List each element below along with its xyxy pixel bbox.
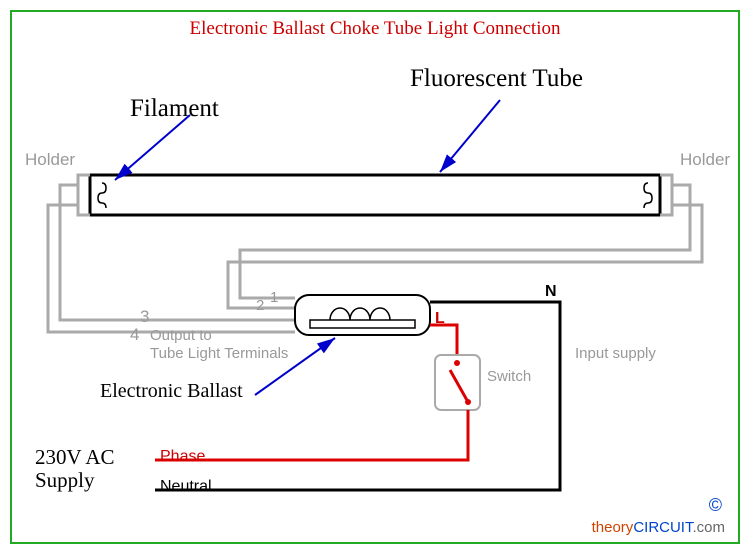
- filament-right: [644, 183, 652, 208]
- label-switch: Switch: [487, 368, 531, 385]
- watermark: theoryCIRCUIT.com: [592, 519, 725, 536]
- label-fluorescent-tube: Fluorescent Tube: [410, 65, 583, 93]
- label-output-1: Output to: [150, 327, 212, 344]
- label-N: N: [545, 283, 557, 301]
- label-holder-right: Holder: [680, 150, 730, 170]
- arrow-filament: [115, 115, 190, 180]
- ballast-body: [295, 295, 430, 335]
- filament-left: [98, 183, 106, 208]
- label-L: L: [435, 310, 445, 328]
- label-supply-voltage: 230V AC: [35, 445, 115, 470]
- diagram-container: Electronic Ballast Choke Tube Light Conn…: [0, 0, 750, 554]
- wiring-svg: [0, 0, 750, 554]
- terminal-3: 3: [140, 307, 149, 327]
- label-electronic-ballast: Electronic Ballast: [100, 380, 243, 403]
- wire-right-bottom: [228, 205, 702, 308]
- terminal-1: 1: [270, 289, 278, 306]
- fluorescent-tube: [90, 175, 660, 215]
- terminal-4: 4: [130, 325, 139, 345]
- holder-left-icon: [78, 175, 90, 215]
- label-supply: Supply: [35, 468, 95, 493]
- wire-L-to-switch: [430, 325, 457, 355]
- label-filament: Filament: [130, 95, 219, 123]
- label-output-2: Tube Light Terminals: [150, 345, 288, 362]
- wire-right-top: [240, 185, 690, 298]
- label-neutral: Neutral: [160, 478, 212, 496]
- label-input-supply: Input supply: [575, 345, 656, 362]
- label-phase: Phase: [160, 448, 205, 466]
- arrow-tube: [440, 100, 500, 172]
- diagram-title: Electronic Ballast Choke Tube Light Conn…: [0, 18, 750, 40]
- label-holder-left: Holder: [25, 150, 75, 170]
- copyright-icon: ©: [709, 495, 722, 516]
- holder-right-icon: [660, 175, 672, 215]
- terminal-2: 2: [256, 297, 264, 314]
